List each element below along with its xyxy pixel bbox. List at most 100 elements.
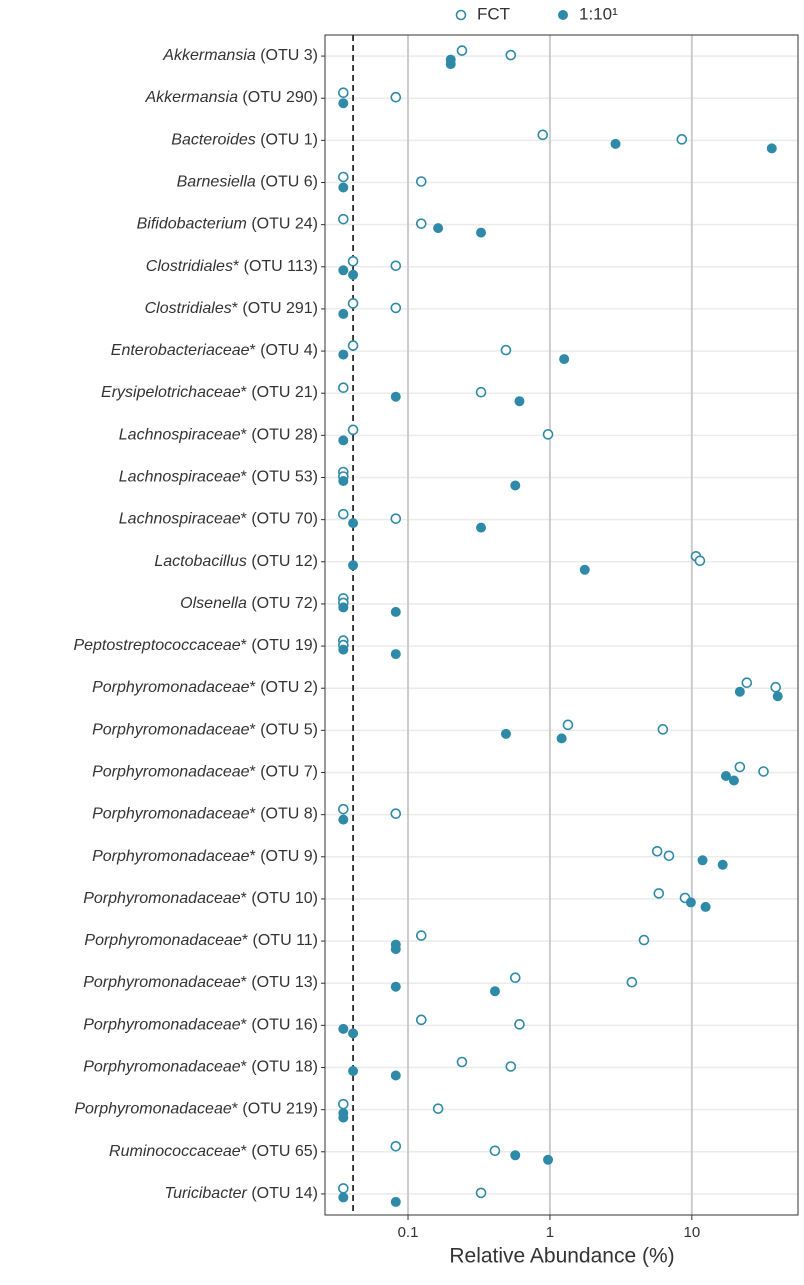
data-point [390, 606, 401, 617]
y-tick-label: Olsenella (OTU 72) [180, 595, 318, 612]
data-point [347, 298, 359, 309]
y-tick-label: Akkermansia (OTU 3) [162, 47, 318, 64]
data-point [476, 522, 487, 533]
data-point [390, 808, 402, 819]
y-tick-label: Porphyromonadaceae* (OTU 2) [92, 679, 318, 696]
y-tick-label: Porphyromonadaceae* (OTU 9) [92, 848, 318, 865]
data-point [770, 681, 782, 693]
data-point [338, 308, 349, 319]
x-tick-label: 1 [546, 1224, 554, 1241]
y-tick-label: Bacteroides (OTU 1) [171, 132, 318, 149]
data-point [475, 386, 487, 398]
data-point [338, 171, 349, 183]
data-point [475, 1187, 487, 1199]
data-point [415, 176, 427, 187]
data-point [543, 1154, 554, 1165]
data-point [338, 1023, 349, 1034]
y-tick-label: Porphyromonadaceae* (OTU 5) [92, 722, 318, 739]
data-point [338, 803, 349, 815]
data-point [694, 555, 706, 567]
x-tick-label: 10 [683, 1224, 700, 1241]
data-point [685, 897, 696, 908]
data-point [579, 564, 590, 575]
data-point [347, 255, 359, 267]
legend-label: FCT [477, 4, 510, 23]
data-point [347, 424, 359, 436]
data-point [338, 508, 349, 520]
data-point [772, 691, 783, 702]
data-point [505, 49, 517, 61]
y-tick-label: Akkermansia (OTU 290) [145, 89, 319, 106]
data-point [348, 269, 359, 280]
data-point [390, 513, 402, 524]
data-point [445, 59, 456, 70]
data-point [734, 686, 745, 697]
data-point [505, 1061, 517, 1072]
y-tick-label: Porphyromonadaceae* (OTU 8) [92, 806, 318, 823]
data-point [338, 1098, 349, 1110]
y-tick-label: Porphyromonadaceae* (OTU 11) [84, 932, 318, 949]
data-point [537, 129, 549, 141]
data-point [390, 944, 401, 955]
data-point [638, 934, 650, 946]
data-point [338, 602, 349, 613]
data-point [338, 349, 349, 360]
y-tick-label: Turicibacter (OTU 14) [164, 1185, 318, 1202]
y-tick-label: Ruminococcaceae* (OTU 65) [109, 1143, 318, 1160]
data-point [338, 814, 349, 825]
data-point [338, 265, 349, 276]
data-point [456, 45, 468, 56]
data-point [663, 850, 675, 862]
data-point [338, 1183, 349, 1194]
y-tick-label: Peptostreptococcaceae* (OTU 19) [73, 637, 318, 654]
data-point [347, 340, 359, 351]
data-point [338, 476, 349, 486]
data-point [390, 260, 402, 272]
y-tick-label: Porphyromonadaceae* (OTU 13) [83, 974, 318, 991]
data-point [509, 972, 521, 984]
legend-label: 1:10¹ [579, 4, 618, 23]
data-point [489, 986, 500, 997]
data-point [610, 138, 621, 149]
data-point [432, 1103, 444, 1114]
data-point [676, 134, 688, 145]
data-point [348, 518, 359, 529]
y-tick-label: Clostridiales* (OTU 291) [145, 300, 318, 317]
data-point [741, 677, 753, 689]
data-point [542, 429, 554, 440]
x-tick-label: 0.1 [398, 1224, 419, 1241]
data-point [559, 354, 570, 365]
data-point [415, 1014, 427, 1026]
data-point [415, 930, 427, 941]
data-point [338, 382, 349, 394]
data-point [390, 391, 401, 402]
data-point [651, 845, 663, 857]
y-tick-label: Lactobacillus (OTU 12) [154, 553, 318, 570]
y-tick-label: Porphyromonadaceae* (OTU 18) [83, 1059, 318, 1076]
data-point [500, 344, 512, 356]
data-point [720, 771, 731, 781]
y-tick-label: Porphyromonadaceae* (OTU 10) [83, 890, 318, 907]
data-point [476, 227, 487, 238]
y-tick-label: Bifidobacterium (OTU 24) [137, 216, 318, 233]
data-point [338, 87, 349, 99]
y-tick-label: Lachnospiraceae* (OTU 28) [119, 427, 318, 444]
data-point [700, 901, 711, 912]
data-point [489, 1145, 501, 1157]
y-tick-label: Lachnospiraceae* (OTU 70) [119, 511, 318, 528]
legend-marker [558, 10, 568, 20]
y-tick-label: Porphyromonadaceae* (OTU 7) [92, 764, 318, 781]
data-point [734, 761, 746, 773]
data-point [415, 218, 427, 229]
data-point [514, 396, 525, 407]
data-point [338, 1112, 349, 1123]
y-tick-label: Porphyromonadaceae* (OTU 219) [74, 1101, 318, 1118]
data-point [348, 1066, 359, 1076]
data-point [510, 480, 521, 491]
data-point [338, 1192, 349, 1203]
data-point [717, 859, 728, 870]
data-point [510, 1150, 521, 1161]
data-point [338, 213, 349, 225]
data-point [766, 143, 777, 154]
data-point [390, 91, 402, 103]
